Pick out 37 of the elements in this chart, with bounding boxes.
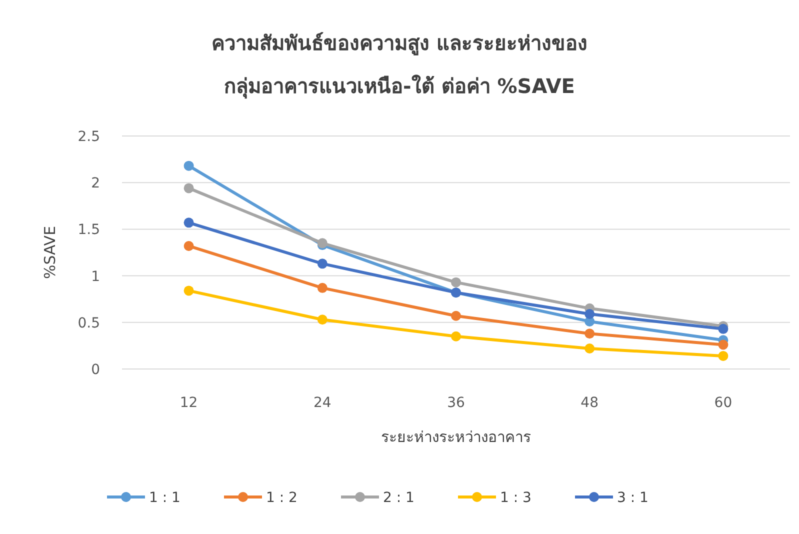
x-tick-label: 60 [714,395,732,411]
x-tick-label: 12 [180,395,198,411]
point [317,282,328,293]
point [184,218,194,228]
point [584,309,595,320]
legend-label: 1 : 3 [500,490,532,506]
chart-title: ความสัมพันธ์ของความสูง และระยะห่างของ [212,31,588,57]
y-tick-label: 0 [91,362,100,378]
legend-label: 3 : 1 [617,490,648,506]
y-axis-title: %SAVE [41,226,59,280]
legend-label: 2 : 1 [383,490,414,506]
point [584,343,595,354]
x-tick-label: 24 [313,395,332,411]
y-tick-label: 1.5 [78,222,100,238]
point [317,258,328,269]
y-tick-label: 1 [91,268,100,285]
point [184,160,194,171]
x-tick-label: 36 [447,395,465,411]
x-tick-label: 48 [580,395,599,411]
point [451,310,461,321]
point [451,277,461,288]
point [718,350,728,361]
x-axis-title: ระยะห่างระหว่างอาคาร [381,428,531,446]
chart-subtitle: กลุ่มอาคารแนวเหนือ-ใต้ ต่อค่า %SAVE [224,74,575,99]
y-tick-label: 2 [91,176,100,192]
legend-label: 1 : 1 [149,490,180,506]
legend-label: 1 : 2 [266,490,298,506]
point [184,286,194,296]
y-tick-label: 2.5 [78,129,100,145]
point [718,324,728,334]
point [184,240,194,251]
point [718,340,728,350]
point [184,183,194,194]
point [317,314,328,325]
y-tick-label: 0.5 [78,315,100,332]
point [451,331,461,342]
point [584,328,595,339]
